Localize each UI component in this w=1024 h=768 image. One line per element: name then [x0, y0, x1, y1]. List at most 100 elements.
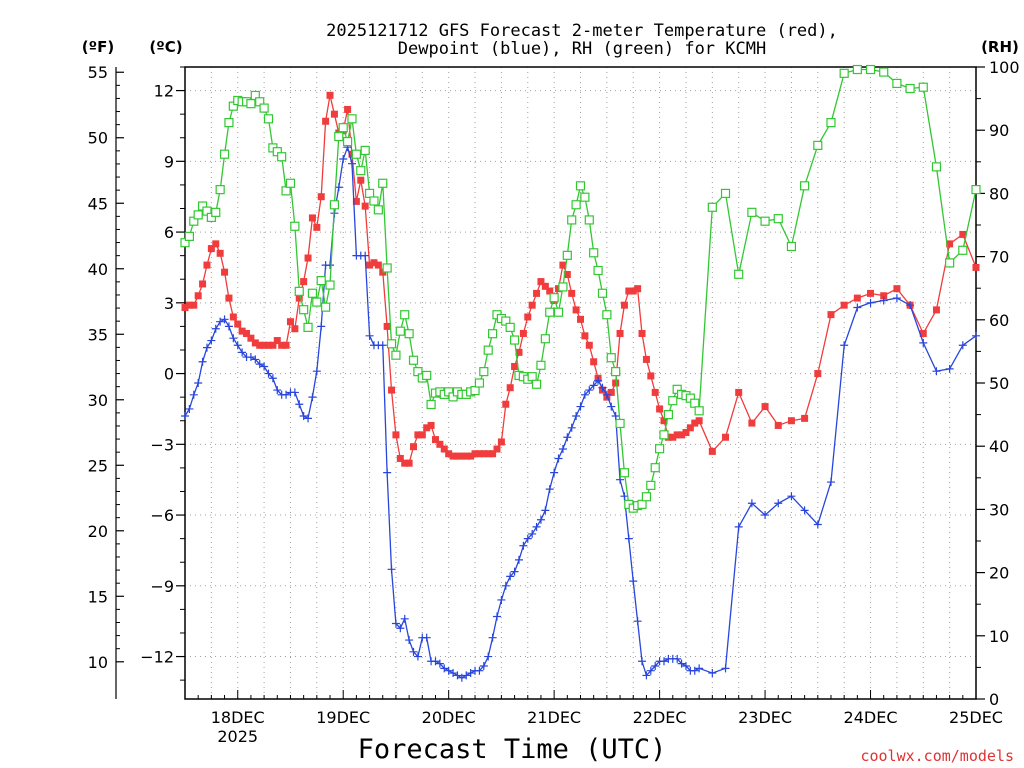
- rh-point: [369, 196, 379, 206]
- rh-point: [290, 221, 300, 231]
- rh-point: [509, 335, 520, 345]
- temp-point: [932, 306, 940, 314]
- temp-point: [581, 332, 589, 340]
- x-tick-label: 22DEC: [633, 708, 687, 727]
- rh-point: [316, 276, 326, 286]
- dewpoint-point: [541, 506, 550, 515]
- temp-point: [234, 320, 242, 328]
- dewpoint-point: [787, 492, 796, 501]
- rh-point: [918, 82, 928, 92]
- dewpoint-point: [695, 664, 704, 673]
- temp-point: [423, 424, 431, 432]
- temp-point: [651, 388, 659, 396]
- rh-point: [839, 68, 849, 78]
- temp-point: [946, 240, 954, 248]
- dewpoint-point: [958, 341, 967, 350]
- temp-point: [361, 202, 369, 210]
- rh-point: [360, 145, 370, 156]
- rh-point: [211, 207, 221, 217]
- chart-title-line2: Dewpoint (blue), RH (green) for KCMH: [398, 39, 766, 59]
- temp-point: [686, 424, 694, 432]
- dewpoint-point: [906, 301, 915, 310]
- temp-point: [308, 214, 316, 222]
- rh-point: [184, 231, 194, 241]
- dewpoint-point: [211, 324, 220, 333]
- rh-point: [800, 181, 810, 191]
- temp-point: [291, 325, 299, 333]
- rh-point: [650, 463, 660, 473]
- temp-point: [300, 278, 308, 286]
- temp-point: [405, 459, 413, 467]
- dewpoint-point: [892, 294, 901, 303]
- dewpoint-point: [488, 633, 497, 642]
- dewpoint-point: [514, 555, 523, 564]
- temp-point: [467, 452, 475, 460]
- rh-point: [386, 339, 397, 349]
- temp-point: [199, 280, 207, 288]
- dewpoint-point: [598, 383, 607, 392]
- temp-point: [366, 261, 374, 269]
- rh-point: [347, 114, 357, 124]
- dewpoint-point: [378, 341, 387, 350]
- temp-point: [840, 301, 848, 309]
- rh-point: [786, 241, 797, 252]
- temp-point: [678, 431, 686, 439]
- rh-point: [562, 250, 572, 260]
- x-tick-label: 18DEC: [211, 708, 265, 727]
- dewpoint-point: [189, 390, 198, 399]
- dewpoint-point: [457, 673, 466, 682]
- temp-point: [559, 261, 567, 269]
- rh-point: [470, 385, 480, 396]
- temp-point: [190, 301, 198, 309]
- dewpoint-point: [497, 595, 506, 604]
- dewpoint-point: [387, 565, 396, 574]
- fahrenheit-tick-label: 25: [88, 456, 108, 475]
- temp-point: [278, 341, 286, 349]
- dewpoint-point: [312, 367, 321, 376]
- dewpoint-point: [435, 659, 444, 668]
- dewpoint-point: [246, 353, 255, 362]
- dewpoint-point: [304, 414, 313, 423]
- temp-point: [524, 313, 532, 321]
- rh-point: [879, 67, 889, 77]
- temp-point: [801, 414, 809, 422]
- rh-point: [971, 185, 981, 195]
- temp-point: [216, 249, 224, 257]
- temp-point: [528, 301, 536, 309]
- rh-point: [294, 286, 304, 296]
- dewpoint-point: [611, 412, 620, 421]
- dewpoint-point: [510, 567, 519, 576]
- rh-point: [404, 329, 414, 339]
- celsius-tick-label: 12: [154, 82, 174, 101]
- dewpoint-point: [181, 412, 189, 421]
- x-tick-label: 25DEC: [949, 708, 1003, 727]
- temp-point: [748, 419, 756, 427]
- temp-point: [880, 292, 888, 300]
- temp-point: [625, 287, 633, 295]
- dewpoint-point: [690, 666, 699, 675]
- dewpoint-point: [440, 664, 449, 673]
- rh-point: [852, 64, 862, 75]
- temp-point: [722, 433, 730, 441]
- rh-point: [219, 149, 230, 159]
- rh-point: [892, 78, 902, 89]
- temp-point: [489, 450, 497, 458]
- temp-point: [194, 292, 202, 300]
- celsius-tick-label: −9: [150, 577, 174, 596]
- temp-point: [673, 431, 681, 439]
- rh-point: [865, 64, 876, 75]
- dewpoint-point: [251, 355, 260, 364]
- rh-series-markers: [180, 64, 981, 513]
- dewpoint-point: [255, 360, 264, 369]
- temp-point: [286, 318, 294, 326]
- rh-point: [408, 355, 419, 365]
- temp-point: [313, 223, 321, 231]
- rh-tick-label: 80: [989, 184, 1009, 203]
- dewpoint-point: [624, 534, 633, 543]
- temp-point: [260, 341, 268, 349]
- temp-point: [572, 306, 580, 314]
- temp-point: [410, 443, 418, 451]
- temp-point: [440, 445, 448, 453]
- temp-point: [401, 459, 409, 467]
